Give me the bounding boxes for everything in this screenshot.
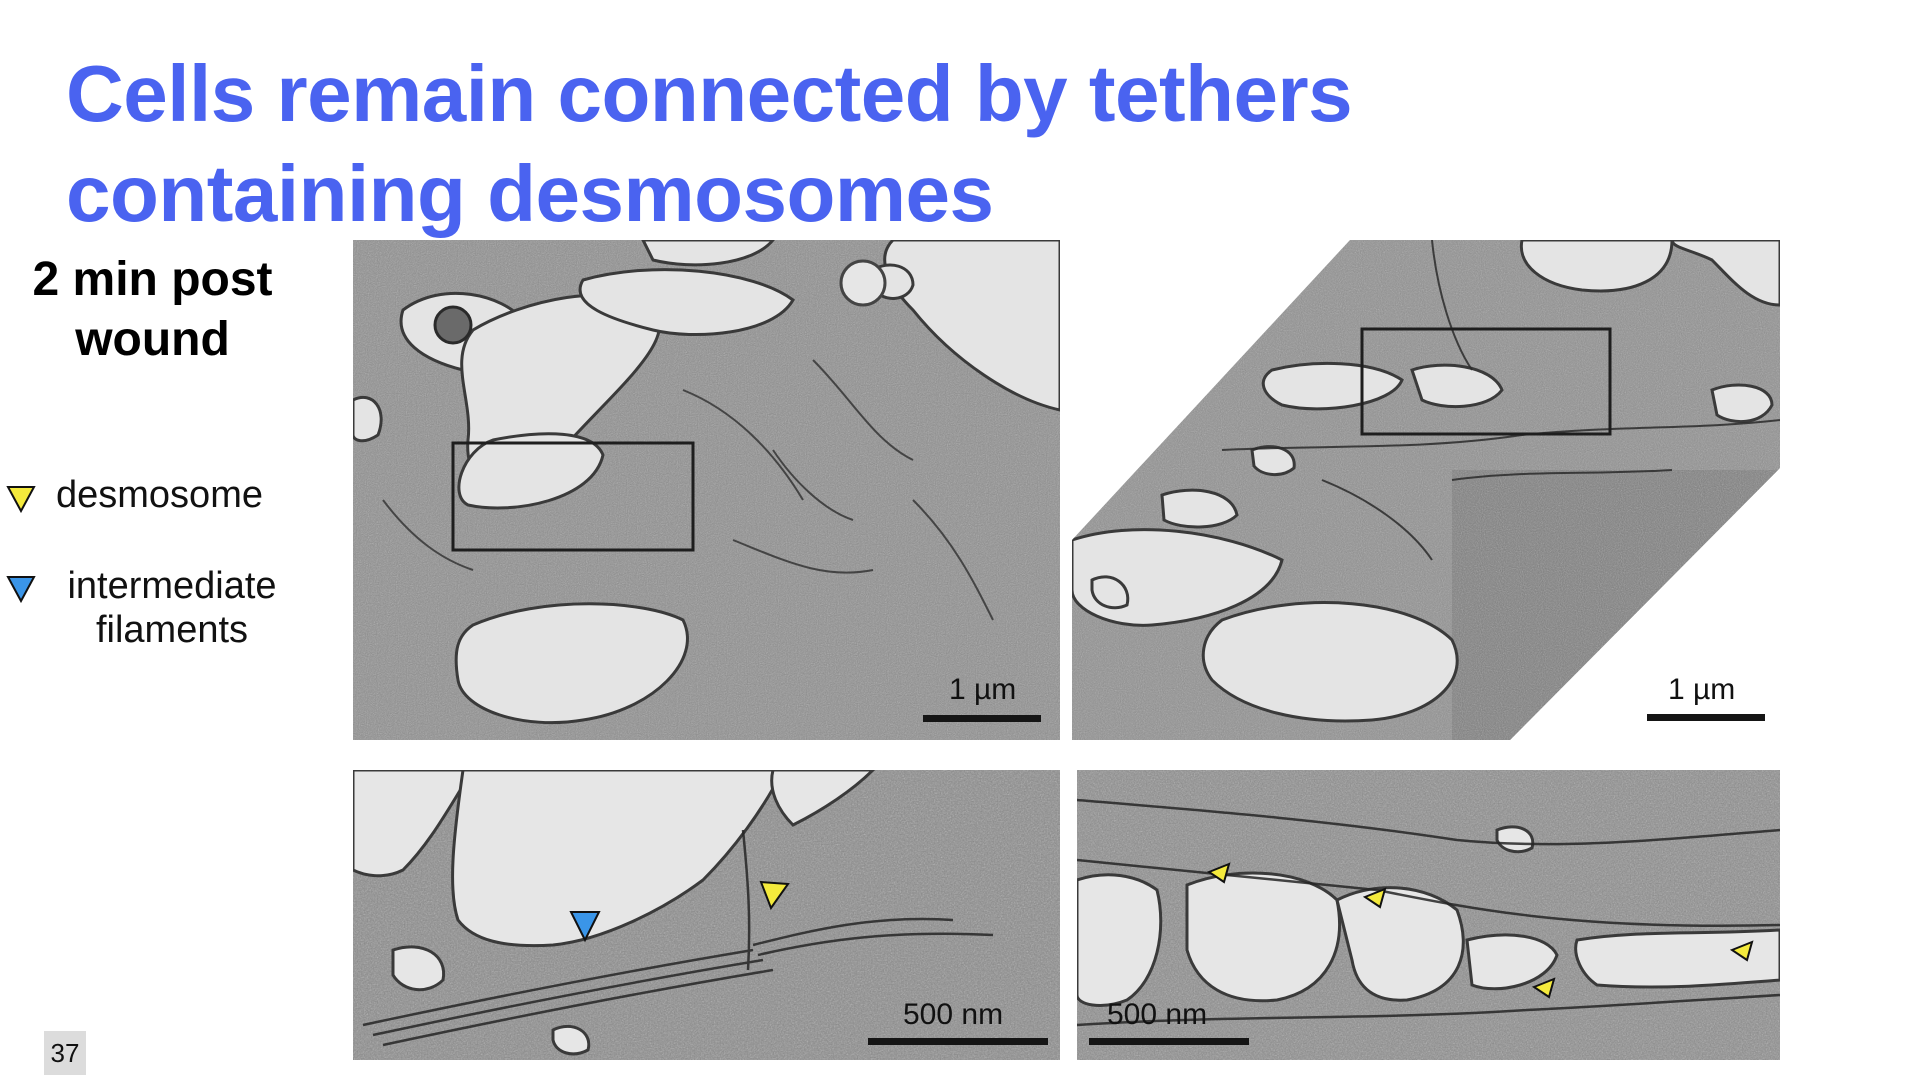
intermediate-filament-marker — [569, 911, 601, 943]
em-micrograph-bottom-right — [1077, 770, 1780, 1060]
em-micrograph-top-left — [353, 240, 1060, 740]
em-panel-bottom-left: 500 nm — [353, 770, 1060, 1060]
scale-label-top-right: 1 µm — [1668, 673, 1736, 706]
legend-if-line-1: intermediate — [67, 565, 277, 607]
legend-desmosome-label: desmosome — [56, 474, 263, 516]
scale-label-bottom-left: 500 nm — [903, 998, 1004, 1031]
scale-bar-bottom-left — [868, 1038, 1048, 1045]
slide-number: 37 — [44, 1031, 86, 1075]
scale-bar-top-right — [1647, 714, 1765, 721]
scale-bar-top-left — [923, 715, 1041, 722]
desmosome-marker — [1729, 940, 1754, 962]
legend-intermediate-filaments-label: intermediate filaments — [52, 564, 292, 652]
timepoint-label: 2 min post wound — [10, 250, 295, 370]
desmosome-marker — [1206, 862, 1231, 884]
slide-title-line-1: Cells remain connected by tethers — [66, 49, 1353, 138]
blue-triangle-icon — [6, 576, 36, 604]
yellow-triangle-icon — [6, 486, 36, 514]
timepoint-line-1: 2 min post — [32, 253, 273, 306]
em-micrograph-top-right — [1072, 240, 1780, 740]
em-panel-bottom-right: 500 nm — [1077, 770, 1780, 1060]
em-panel-top-left: 1 µm — [353, 240, 1060, 740]
timepoint-line-2: wound — [75, 313, 230, 366]
slide-title-line-2: containing desmosomes — [66, 149, 994, 238]
desmosome-marker — [1362, 887, 1387, 909]
em-panel-top-right: 1 µm — [1072, 240, 1780, 740]
em-micrograph-bottom-left — [353, 770, 1060, 1060]
scale-bar-bottom-right — [1089, 1038, 1249, 1045]
desmosome-marker — [759, 880, 790, 911]
legend-if-line-2: filaments — [95, 609, 249, 651]
scale-label-top-left: 1 µm — [949, 673, 1017, 706]
scale-label-bottom-right: 500 nm — [1107, 998, 1208, 1031]
slide-title: Cells remain connected by tethers contai… — [66, 44, 1566, 244]
desmosome-marker — [1531, 977, 1556, 999]
